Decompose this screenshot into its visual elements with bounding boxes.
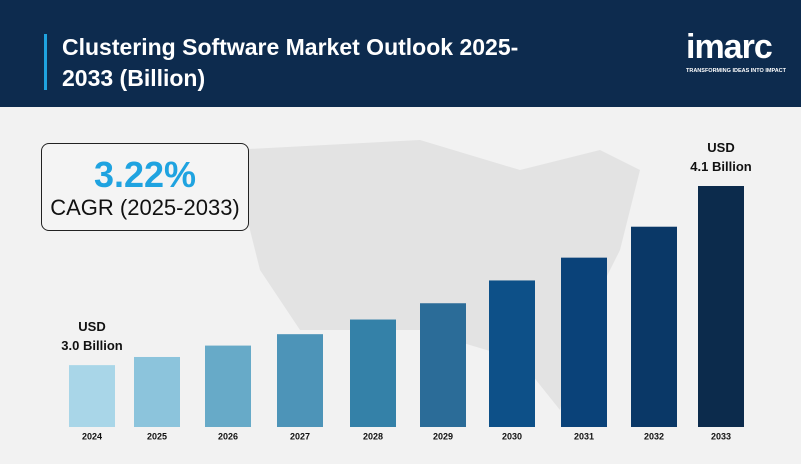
x-tick-label: 2030 — [502, 431, 522, 441]
bar — [134, 356, 180, 427]
x-tick-label: 2033 — [711, 431, 731, 441]
x-tick-label: 2032 — [644, 431, 664, 441]
x-tick-label: 2026 — [218, 431, 238, 441]
x-tick-label: 2027 — [290, 431, 310, 441]
bar — [698, 186, 744, 427]
cagr-box: 3.22% CAGR (2025-2033) — [41, 143, 249, 231]
map-background — [230, 140, 640, 410]
logo: imarc — [686, 28, 773, 66]
bar — [277, 334, 323, 427]
bar — [350, 319, 396, 427]
bar — [489, 280, 535, 427]
bar — [205, 345, 251, 427]
bar — [561, 257, 607, 427]
bar — [69, 365, 115, 427]
x-tick-label: 2028 — [363, 431, 383, 441]
chart-title: Clustering Software Market Outlook 2025-… — [62, 34, 519, 91]
x-tick-label: 2029 — [433, 431, 453, 441]
logo-tagline: TRANSFORMING IDEAS INTO IMPACT — [686, 68, 787, 74]
bar — [631, 226, 677, 427]
value-label: USD — [707, 140, 734, 155]
value-label: 4.1 Billion — [690, 159, 751, 174]
cagr-label: CAGR (2025-2033) — [50, 195, 240, 220]
value-label: 3.0 Billion — [61, 338, 122, 353]
accent-bar — [44, 34, 47, 90]
header: Clustering Software Market Outlook 2025-… — [0, 0, 801, 107]
value-label: USD — [78, 319, 105, 334]
bar — [420, 303, 466, 427]
cagr-value: 3.22% — [93, 154, 197, 195]
x-tick-label: 2024 — [82, 431, 102, 441]
x-tick-label: 2025 — [147, 431, 167, 441]
x-tick-label: 2031 — [574, 431, 594, 441]
